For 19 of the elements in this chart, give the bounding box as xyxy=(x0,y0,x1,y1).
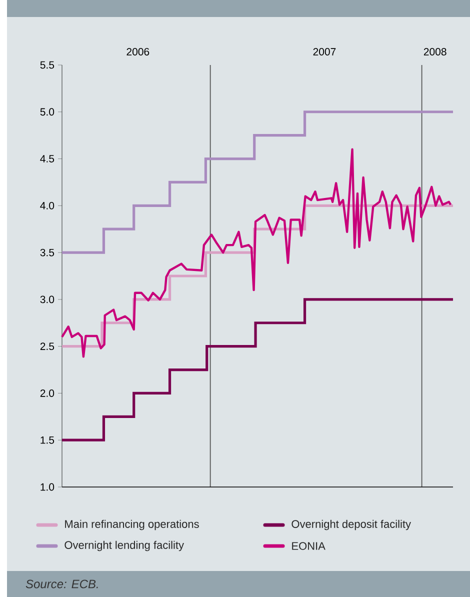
x-tick-label: 2006 xyxy=(126,48,150,56)
y-tick-label: 3.0 xyxy=(40,296,54,304)
legend-label: EONIA xyxy=(292,542,326,550)
y-tick-label: 4.5 xyxy=(40,155,54,162)
legend-label: Overnight deposit facility xyxy=(292,520,411,530)
y-tick-label: 5.5 xyxy=(40,61,54,69)
y-tick-label: 1.5 xyxy=(40,436,54,444)
line-series xyxy=(60,148,452,358)
y-tick-label: 1.0 xyxy=(40,483,54,491)
y-tick-label: 2.0 xyxy=(40,390,54,397)
legend-label: Main refinancing operations xyxy=(65,520,199,530)
y-tick-label: 5.0 xyxy=(40,108,54,116)
legend-label: Overnight lending facility xyxy=(64,540,184,552)
y-tick-label: 2.5 xyxy=(40,342,54,350)
x-tick-label: 2007 xyxy=(313,48,336,56)
text: Source: ECB. xyxy=(26,580,98,588)
x-tick-label: 2008 xyxy=(424,48,446,56)
y-tick-label: 3.5 xyxy=(40,248,54,256)
y-tick-label: 4.0 xyxy=(40,202,54,210)
